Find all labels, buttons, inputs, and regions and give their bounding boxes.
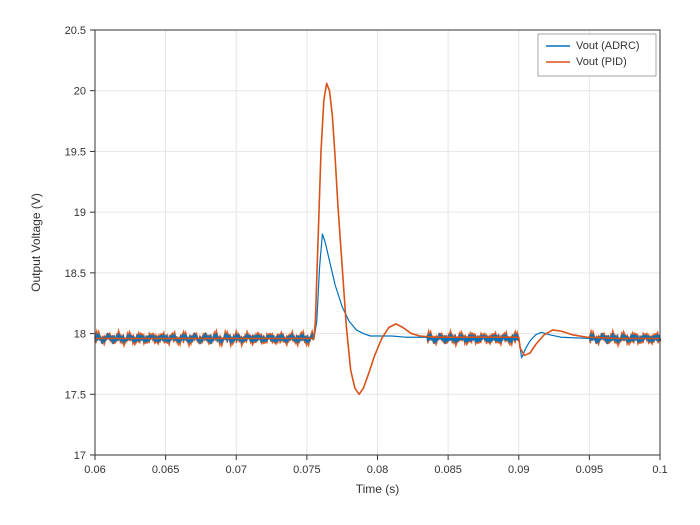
ytick-label: 19 [74,207,86,219]
ytick-label: 19.5 [65,146,86,158]
y-axis-label: Output Voltage (V) [29,193,43,292]
ytick-label: 17 [74,450,86,462]
xtick-label: 0.09 [508,464,529,476]
chart-container: 0.06 0.065 0.07 0.075 0.08 0.085 0.09 0.095 0.1 1… [0,0,700,525]
xtick-label: 0.085 [434,464,462,476]
legend-label: Vout (PID) [576,56,627,68]
ytick-label: 17.5 [65,389,86,401]
xtick-label: 0.08 [367,464,388,476]
xtick-label: 0.1 [652,464,667,476]
ytick-label: 20 [74,86,86,98]
ytick-label: 18.5 [65,268,86,280]
line-chart: 0.06 0.065 0.07 0.075 0.08 0.085 0.09 0.095 0.1 1… [0,0,700,525]
ytick-label: 20.5 [65,25,86,37]
xtick-label: 0.075 [293,464,321,476]
legend-label: Vout (ADRC) [576,40,640,52]
xtick-label: 0.065 [152,464,180,476]
x-axis-label: Time (s) [356,482,400,496]
xtick-label: 0.095 [576,464,604,476]
xtick-label: 0.06 [84,464,105,476]
xtick-label: 0.07 [226,464,247,476]
ytick-label: 18 [74,329,86,341]
